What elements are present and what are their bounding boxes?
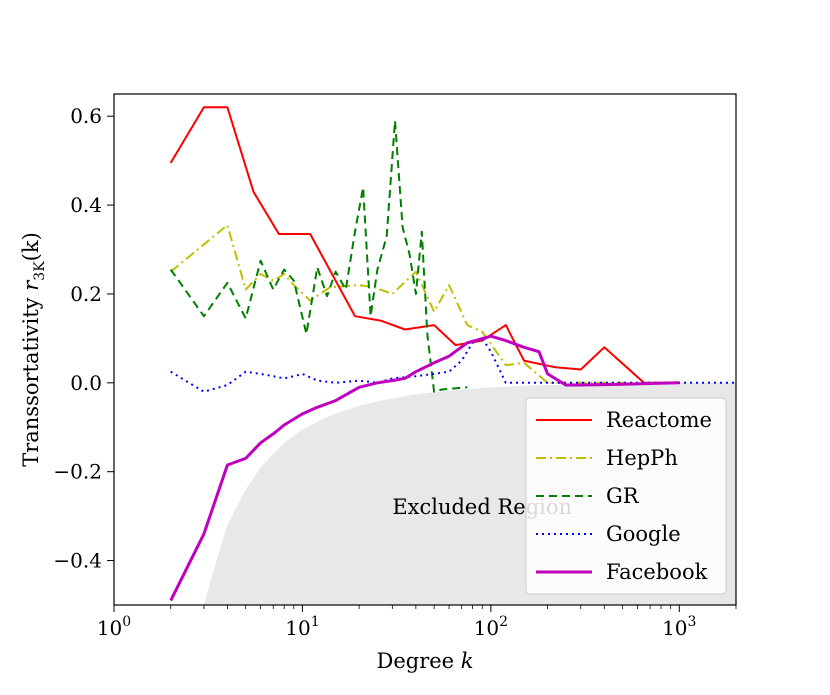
plot-frame (113, 93, 737, 606)
y-tick-label: −0.4 (53, 549, 102, 573)
x-tick-label: 103 (662, 614, 696, 640)
series-line-reactome (169, 106, 671, 384)
series-line-google (170, 337, 736, 393)
x-tick-label: 100 (97, 614, 131, 640)
legend-label-hepph: HepPh (606, 446, 678, 470)
y-axis-label: Transsortativity r3K(k) (19, 232, 48, 467)
x-axis-label: Degree k (376, 649, 473, 673)
legend-label-facebook: Facebook (606, 560, 708, 584)
legend-box (525, 397, 727, 595)
legend-label-reactome: Reactome (606, 408, 712, 432)
legend-label-google: Google (606, 522, 681, 546)
series-line-hepph (170, 224, 638, 384)
legend-label-gr: GR (606, 484, 640, 508)
y-tick-label: 0.6 (70, 104, 102, 128)
x-tick-label: 101 (285, 614, 319, 640)
y-tick-label: 0.4 (70, 193, 102, 217)
y-tick-label: 0.2 (70, 282, 102, 306)
x-tick-label: 102 (474, 614, 508, 640)
series-line-facebook (169, 334, 680, 602)
legend: Reactome HepPh GR Google Facebook (525, 397, 727, 595)
axes-layer: 100 101 102 103 0.6 0.4 0.2 0.0 −0.2 −0.4 (53, 93, 737, 640)
y-tick-label: −0.2 (53, 460, 102, 484)
series-line-gr (169, 119, 468, 393)
y-tick-label: 0.0 (70, 371, 102, 395)
